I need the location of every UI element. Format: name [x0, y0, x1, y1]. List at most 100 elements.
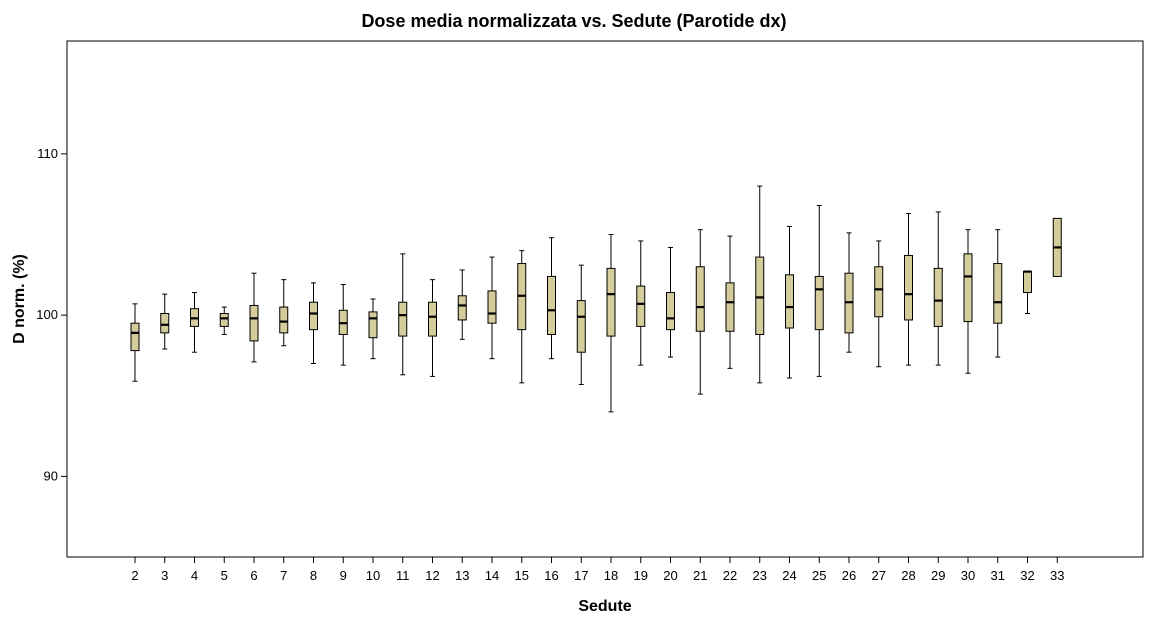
x-tick-label-26: 26 — [842, 568, 856, 583]
x-tick-label-9: 9 — [340, 568, 347, 583]
x-tick-label-20: 20 — [663, 568, 677, 583]
box-seduta-20 — [666, 246, 675, 358]
box-29 — [933, 267, 943, 327]
box-seduta-27 — [874, 240, 884, 368]
box-seduta-33 — [1052, 217, 1062, 277]
box-27 — [874, 266, 884, 318]
box-seduta-9 — [338, 283, 348, 366]
box-seduta-25 — [814, 204, 824, 377]
y-tick-label-90: 90 — [44, 468, 58, 483]
box-28 — [904, 254, 913, 321]
x-tick-label-25: 25 — [812, 568, 826, 583]
box-seduta-10 — [368, 298, 378, 360]
box-seduta-24 — [785, 225, 794, 379]
box-seduta-5 — [219, 306, 229, 335]
x-tick-label-14: 14 — [485, 568, 499, 583]
box-seduta-4 — [190, 292, 199, 353]
x-tick-label-6: 6 — [250, 568, 257, 583]
box-seduta-23 — [755, 185, 765, 384]
box-19 — [636, 285, 646, 327]
x-tick-label-29: 29 — [931, 568, 945, 583]
y-axis: 90 100 110 — [36, 146, 67, 483]
x-tick-label-15: 15 — [515, 568, 529, 583]
box-seduta-31 — [993, 229, 1003, 358]
x-tick-label-4: 4 — [191, 568, 198, 583]
x-tick-label-17: 17 — [574, 568, 588, 583]
box-seduta-13 — [457, 269, 467, 340]
box-21 — [695, 266, 705, 332]
box-2 — [130, 322, 140, 352]
x-tick-label-21: 21 — [693, 568, 707, 583]
x-tick-label-32: 32 — [1020, 568, 1034, 583]
box-30 — [963, 253, 973, 323]
box-8 — [309, 301, 318, 331]
box-18 — [606, 267, 616, 337]
box-11 — [398, 301, 408, 337]
box-25 — [814, 275, 824, 331]
box-31 — [993, 263, 1003, 324]
x-tick-label-10: 10 — [366, 568, 380, 583]
box-17 — [576, 300, 586, 353]
x-tick-label-22: 22 — [723, 568, 737, 583]
box-seduta-32 — [1023, 270, 1032, 315]
y-tick-label-100: 100 — [36, 307, 58, 322]
x-tick-label-3: 3 — [161, 568, 168, 583]
x-tick-label-27: 27 — [872, 568, 886, 583]
x-tick-label-7: 7 — [280, 568, 287, 583]
box-seduta-28 — [904, 213, 913, 366]
x-tick-label-19: 19 — [634, 568, 648, 583]
x-tick-label-23: 23 — [753, 568, 767, 583]
box-10 — [368, 311, 378, 339]
box-seduta-12 — [428, 279, 437, 377]
box-seduta-15 — [517, 250, 527, 384]
x-tick-label-33: 33 — [1050, 568, 1064, 583]
box-seduta-14 — [487, 256, 497, 360]
box-32 — [1023, 271, 1032, 294]
x-axis-label: Sedute — [578, 598, 631, 615]
x-tick-label-11: 11 — [396, 568, 410, 583]
box-22 — [725, 282, 735, 332]
box-23 — [755, 256, 765, 335]
x-tick-label-8: 8 — [310, 568, 317, 583]
x-tick-label-13: 13 — [455, 568, 469, 583]
x-tick-label-2: 2 — [131, 568, 138, 583]
box-13 — [457, 295, 467, 321]
box-7 — [279, 306, 289, 334]
box-seduta-30 — [963, 229, 973, 374]
box-seduta-19 — [636, 240, 646, 366]
box-seduta-29 — [933, 211, 943, 366]
x-tick-label-12: 12 — [425, 568, 439, 583]
x-tick-label-30: 30 — [961, 568, 975, 583]
plot-frame — [66, 40, 1144, 558]
x-tick-label-28: 28 — [901, 568, 915, 583]
x-tick-label-5: 5 — [221, 568, 228, 583]
x-tick-label-24: 24 — [782, 568, 796, 583]
box-6 — [249, 304, 259, 342]
box-5 — [219, 313, 229, 327]
box-seduta-7 — [279, 279, 289, 347]
x-tick-label-31: 31 — [991, 568, 1005, 583]
box-series — [130, 185, 1062, 413]
y-tick-label-110: 110 — [37, 146, 58, 161]
box-3 — [160, 313, 170, 334]
x-tick-label-18: 18 — [604, 568, 618, 583]
x-axis: 2 3 4 5 6 7 8 9 10 11 12 13 14 15 16 17 18 19 20 21 22 23 24 25… — [131, 557, 1064, 583]
box-12 — [428, 301, 437, 337]
box-seduta-26 — [844, 232, 854, 353]
box-seduta-2 — [130, 303, 140, 382]
box-seduta-6 — [249, 272, 259, 363]
chart-title: Dose media normalizzata vs. Sedute (Paro… — [361, 11, 786, 31]
box-seduta-11 — [398, 253, 408, 376]
box-24 — [785, 274, 794, 329]
box-16 — [547, 275, 556, 335]
y-axis-label: D norm. (%) — [11, 254, 28, 344]
box-seduta-17 — [576, 264, 586, 385]
box-seduta-16 — [547, 237, 556, 360]
box-seduta-3 — [160, 293, 170, 350]
box-20 — [666, 292, 675, 331]
box-seduta-8 — [309, 282, 318, 364]
box-seduta-21 — [695, 229, 705, 395]
box-seduta-22 — [725, 235, 735, 369]
